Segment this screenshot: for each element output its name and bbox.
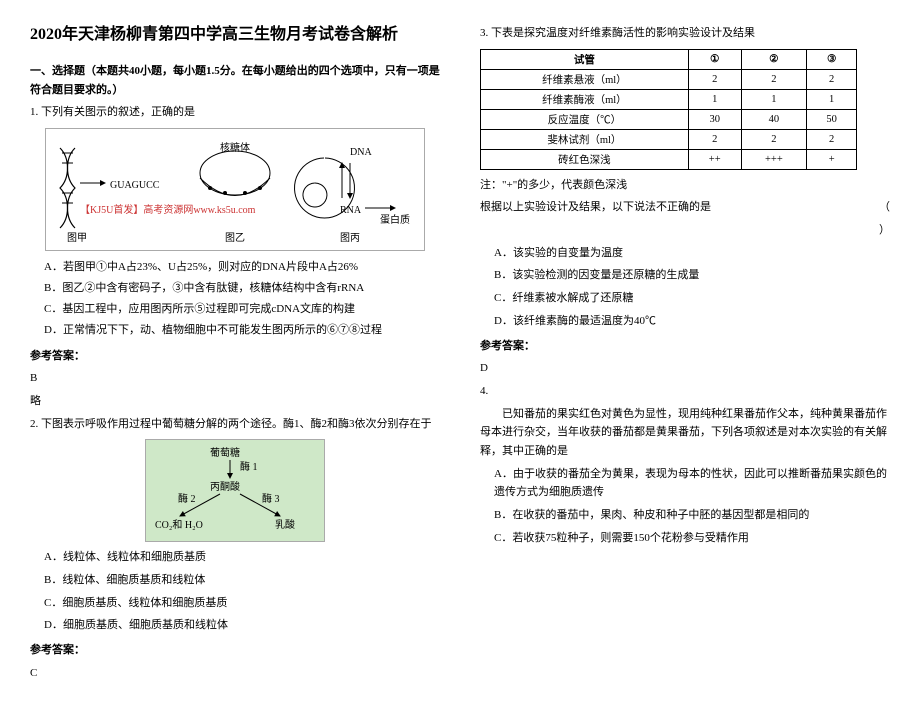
q1-answer: B xyxy=(30,369,440,388)
q1-answer-label: 参考答案： xyxy=(30,347,440,366)
q1-note: 略 xyxy=(30,392,440,411)
cell: 1 xyxy=(807,89,857,109)
q4-num: 4. xyxy=(480,382,890,401)
q1-options: A．若图甲①中A占23%、U占25%，则对应的DNA片段中A占26% B．图乙②… xyxy=(44,257,440,341)
fig2-e1: 酶 1 xyxy=(240,460,258,473)
q2-opt-c: C．细胞质基质、线粒体和细胞质基质 xyxy=(44,594,440,613)
q2-stem: 2. 下图表示呼吸作用过程中葡萄糖分解的两个途径。酶1、酶2和酶3依次分别存在于 xyxy=(30,415,440,434)
cell: 2 xyxy=(688,69,741,89)
q1-stem: 1. 下列有关图示的叙述，正确的是 xyxy=(30,103,440,122)
q1-opt-a: A．若图甲①中A占23%、U占25%，则对应的DNA片段中A占26% xyxy=(44,257,440,278)
fig2-e2: 酶 2 xyxy=(178,492,196,505)
q3-opt-c: C．纤维素被水解成了还原糖 xyxy=(494,289,890,308)
q1-opt-b: B．图乙②中含有密码子，③中含有肽键，核糖体结构中含有rRNA xyxy=(44,278,440,299)
q4-stem: 已知番茄的果实红色对黄色为显性，现用纯种红果番茄作父本，纯种黄果番茄作母本进行杂… xyxy=(480,405,890,461)
table-row: 反应温度（℃） 30 40 50 xyxy=(481,109,857,129)
cell: 1 xyxy=(688,89,741,109)
q4-opt-a: A．由于收获的番茄全为黄果，表现为母本的性状，因此可以推断番茄果实颜色的遗传方式… xyxy=(494,465,890,502)
q3-num: 3. xyxy=(480,27,488,39)
q4-opt-c: C．若收获75粒种子，则需要150个花粉参与受精作用 xyxy=(494,529,890,548)
q1-num: 1. xyxy=(30,106,38,118)
q3-stem: 3. 下表是探究温度对纤维素酶活性的影响实验设计及结果 xyxy=(480,24,890,43)
cell: 50 xyxy=(807,109,857,129)
page-title: 2020年天津杨柳青第四中学高三生物月考试卷含解析 xyxy=(30,20,440,44)
q3-paren-close: ） xyxy=(480,221,890,240)
fig1-label-b: 图乙 xyxy=(225,232,245,243)
q3-opt-d: D．该纤维素酶的最适温度为40℃ xyxy=(494,312,890,331)
q3-opt-a: A．该实验的自变量为温度 xyxy=(494,244,890,263)
fig1-rna: RNA xyxy=(340,205,362,216)
q2-figure: 葡萄糖 酶 1 丙酮酸 酶 2 酶 3 CO₂和 H₂O 乳酸 xyxy=(30,439,440,542)
cell: 斐林试剂（ml） xyxy=(481,129,689,149)
cell: 2 xyxy=(807,69,857,89)
cell: ++ xyxy=(688,149,741,169)
fig2-pyruvate: 丙酮酸 xyxy=(210,480,240,493)
cell: +++ xyxy=(741,149,806,169)
fig1-dna: DNA xyxy=(350,147,372,158)
q3-opt-b: B．该实验检测的因变量是还原糖的生成量 xyxy=(494,266,890,285)
section-1-head: 一、选择题（本题共40小题，每小题1.5分。在每小题给出的四个选项中，只有一项是… xyxy=(30,62,440,99)
q3-text: 下表是探究温度对纤维素酶活性的影响实验设计及结果 xyxy=(491,27,755,39)
cell: 纤维素酶液（ml） xyxy=(481,89,689,109)
cell: 2 xyxy=(741,129,806,149)
cell: 40 xyxy=(741,109,806,129)
fig2-left: CO₂和 H₂O xyxy=(155,519,203,531)
table-row: 斐林试剂（ml） 2 2 2 xyxy=(481,129,857,149)
table-row: 纤维素悬液（ml） 2 2 2 xyxy=(481,69,857,89)
q3-note: 注："+"的多少，代表颜色深浅 xyxy=(480,176,890,195)
cell: 2 xyxy=(807,129,857,149)
q3-lead: 根据以上实验设计及结果，以下说法不正确的是 （ xyxy=(480,198,890,217)
fig1-ribo: 核糖体 xyxy=(220,141,250,154)
q2-opt-a: A．线粒体、线粒体和细胞质基质 xyxy=(44,548,440,567)
th-1: ① xyxy=(688,49,741,69)
cell: + xyxy=(807,149,857,169)
q1-opt-c: C．基因工程中，应用图丙所示⑤过程即可完成cDNA文库的构建 xyxy=(44,299,440,320)
q3-table: 试管 ① ② ③ 纤维素悬液（ml） 2 2 2 纤维素酶液（ml） 1 1 1… xyxy=(480,49,857,170)
q2-opt-d: D．细胞质基质、细胞质基质和线粒体 xyxy=(44,616,440,635)
cell: 2 xyxy=(688,129,741,149)
fig2-glucose: 葡萄糖 xyxy=(210,446,240,459)
th-0: 试管 xyxy=(481,49,689,69)
q4-opt-b: B．在收获的番茄中，果肉、种皮和种子中胚的基因型都是相同的 xyxy=(494,506,890,525)
table-row: 纤维素酶液（ml） 1 1 1 xyxy=(481,89,857,109)
fig1-label-a: 图甲 xyxy=(67,232,87,243)
fig1-watermark: 【KJ5U首发】高考资源网www.ks5u.com xyxy=(80,203,256,216)
q1-figure: GUAGUCC 图甲 【KJ5U首发】高考资源网www.ks5u.com 核糖体… xyxy=(30,128,440,251)
q3-answer-label: 参考答案： xyxy=(480,337,890,356)
q2-num: 2. xyxy=(30,418,38,430)
q3-options: A．该实验的自变量为温度 B．该实验检测的因变量是还原糖的生成量 C．纤维素被水… xyxy=(494,244,890,331)
q2-text: 下图表示呼吸作用过程中葡萄糖分解的两个途径。酶1、酶2和酶3依次分别存在于 xyxy=(41,418,432,430)
fig1-seq: GUAGUCC xyxy=(110,180,160,191)
q3-paren: （ xyxy=(879,198,890,217)
q2-opt-b: B．线粒体、细胞质基质和线粒体 xyxy=(44,571,440,590)
fig1-protein: 蛋白质 xyxy=(380,213,410,226)
table-header-row: 试管 ① ② ③ xyxy=(481,49,857,69)
q2-answer-label: 参考答案： xyxy=(30,641,440,660)
th-3: ③ xyxy=(807,49,857,69)
cell: 纤维素悬液（ml） xyxy=(481,69,689,89)
q1-opt-d: D．正常情况下下，动、植物细胞中不可能发生图丙所示的⑥⑦⑧过程 xyxy=(44,320,440,341)
q4-options: A．由于收获的番茄全为黄果，表现为母本的性状，因此可以推断番茄果实颜色的遗传方式… xyxy=(494,465,890,548)
th-2: ② xyxy=(741,49,806,69)
cell: 30 xyxy=(688,109,741,129)
q3-lead-text: 根据以上实验设计及结果，以下说法不正确的是 xyxy=(480,201,711,213)
cell: 2 xyxy=(741,69,806,89)
q3-answer: D xyxy=(480,359,890,378)
fig2-e3: 酶 3 xyxy=(262,492,280,505)
fig1-label-c: 图丙 xyxy=(340,232,360,243)
cell: 1 xyxy=(741,89,806,109)
cell: 反应温度（℃） xyxy=(481,109,689,129)
q1-text: 下列有关图示的叙述，正确的是 xyxy=(41,106,195,118)
cell: 砖红色深浅 xyxy=(481,149,689,169)
table-row: 砖红色深浅 ++ +++ + xyxy=(481,149,857,169)
q2-options: A．线粒体、线粒体和细胞质基质 B．线粒体、细胞质基质和线粒体 C．细胞质基质、… xyxy=(44,548,440,635)
fig2-right: 乳酸 xyxy=(275,518,295,531)
q2-answer: C xyxy=(30,664,440,683)
